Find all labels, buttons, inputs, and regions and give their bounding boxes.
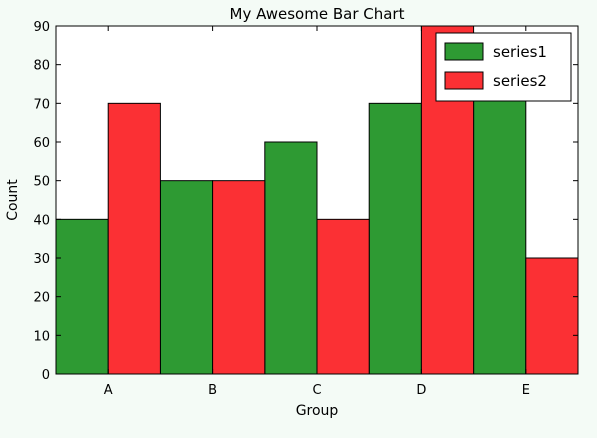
- y-tick-label: 40: [33, 213, 50, 228]
- legend-label-series2: series2: [493, 72, 547, 90]
- bar-series2-E: [525, 257, 578, 374]
- legend-label-series1: series1: [493, 43, 547, 61]
- x-axis-label: Group: [296, 403, 339, 419]
- legend: series1 series2: [435, 32, 572, 102]
- x-tick-label: C: [312, 383, 321, 398]
- bar-series2-B: [212, 180, 266, 374]
- y-axis-label: Count: [5, 179, 21, 221]
- bar-series2-C: [316, 218, 370, 374]
- x-tick-label: D: [416, 383, 426, 398]
- x-tick-label: E: [522, 383, 530, 398]
- y-tick-label: 90: [33, 20, 50, 35]
- bar-series1-D: [368, 102, 422, 374]
- bars-layer: [56, 26, 578, 374]
- y-tick-label: 20: [33, 291, 50, 306]
- bar-series2-A: [107, 102, 161, 374]
- legend-swatch-series2: [444, 71, 484, 90]
- y-tick-label: 50: [33, 175, 50, 190]
- y-tick-label: 10: [33, 329, 50, 344]
- y-tick-label: 30: [33, 252, 50, 267]
- bar-series1-A: [56, 218, 109, 374]
- bar-series1-C: [264, 141, 318, 374]
- x-tick-label: A: [104, 383, 113, 398]
- plot-frame: [55, 25, 579, 375]
- y-tick-label: 70: [33, 97, 50, 112]
- y-tick-label: 60: [33, 136, 50, 151]
- bar-series1-B: [159, 180, 214, 374]
- chart-title: My Awesome Bar Chart: [230, 5, 405, 23]
- ticks-layer: 0 10 20 30 40 50 60 70 80 90 A B C D E: [33, 20, 578, 398]
- x-tick-label: B: [208, 383, 217, 398]
- y-tick-label: 0: [42, 368, 50, 383]
- y-tick-label: 80: [33, 59, 50, 74]
- legend-swatch-series1: [444, 42, 484, 61]
- bar-series1-E: [473, 64, 527, 374]
